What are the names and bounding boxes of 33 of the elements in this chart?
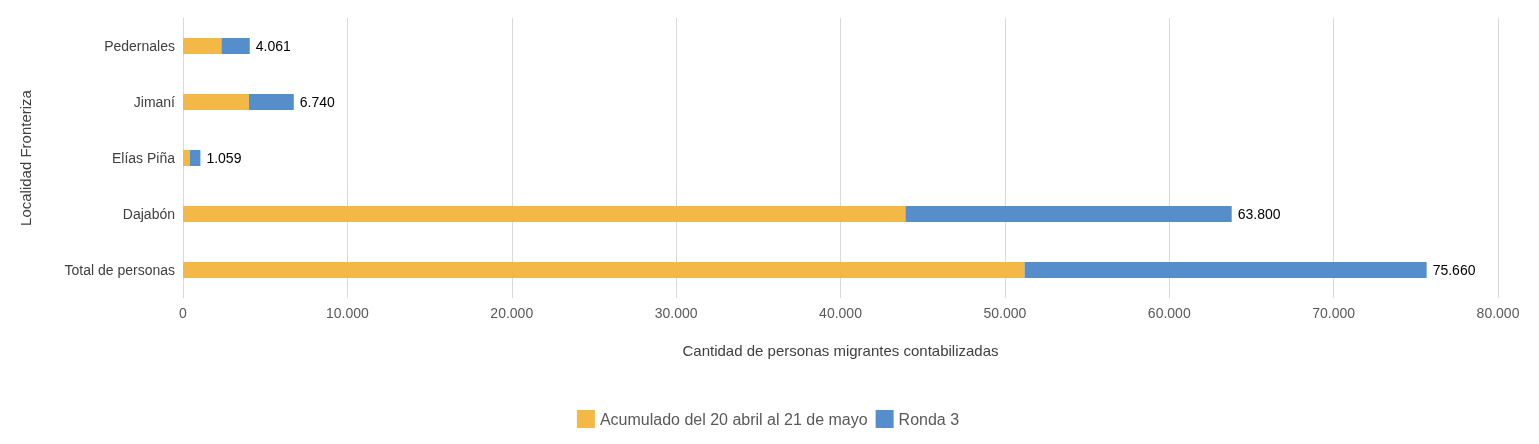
legend-label: Ronda 3 [898, 410, 960, 428]
bar [183, 38, 222, 54]
bar [905, 206, 1232, 222]
y-tick-label: Total de personas [64, 262, 175, 278]
y-tick-label: Dajabón [122, 206, 175, 222]
y-tick-label: Elías Piña [111, 150, 176, 166]
bar [183, 94, 249, 110]
bar [221, 38, 250, 54]
x-tick-label: 70.000 [1312, 305, 1356, 321]
total-label: 6.740 [299, 94, 336, 110]
x-tick-label: 30.000 [654, 305, 698, 321]
y-axis-title: Localidad Fronteriza [17, 89, 34, 226]
total-label: 4.061 [255, 38, 291, 54]
x-tick-label: 10.000 [325, 305, 369, 321]
bar [1024, 262, 1427, 278]
bar [183, 206, 906, 222]
bar [189, 150, 201, 166]
y-tick-label: Pedernales [104, 38, 175, 54]
total-label: 75.660 [1432, 262, 1476, 278]
x-tick-label: 60.000 [1147, 305, 1191, 321]
x-tick-label: 40.000 [819, 305, 863, 321]
total-label: 63.800 [1237, 206, 1281, 222]
bar [183, 150, 190, 166]
bar [248, 94, 294, 110]
x-tick-label: 50.000 [983, 305, 1027, 321]
total-label: 1.059 [206, 150, 242, 166]
x-tick-label: 0 [179, 305, 188, 321]
legend-label: Acumulado del 20 abril al 21 de mayo [599, 410, 868, 428]
bar [183, 262, 1025, 278]
x-tick-label: 80.000 [1476, 305, 1520, 321]
x-tick-label: 20.000 [490, 305, 534, 321]
x-axis-title: Cantidad de personas migrantes contabilizadas [682, 342, 999, 359]
y-tick-label: Jimaní [133, 94, 176, 110]
